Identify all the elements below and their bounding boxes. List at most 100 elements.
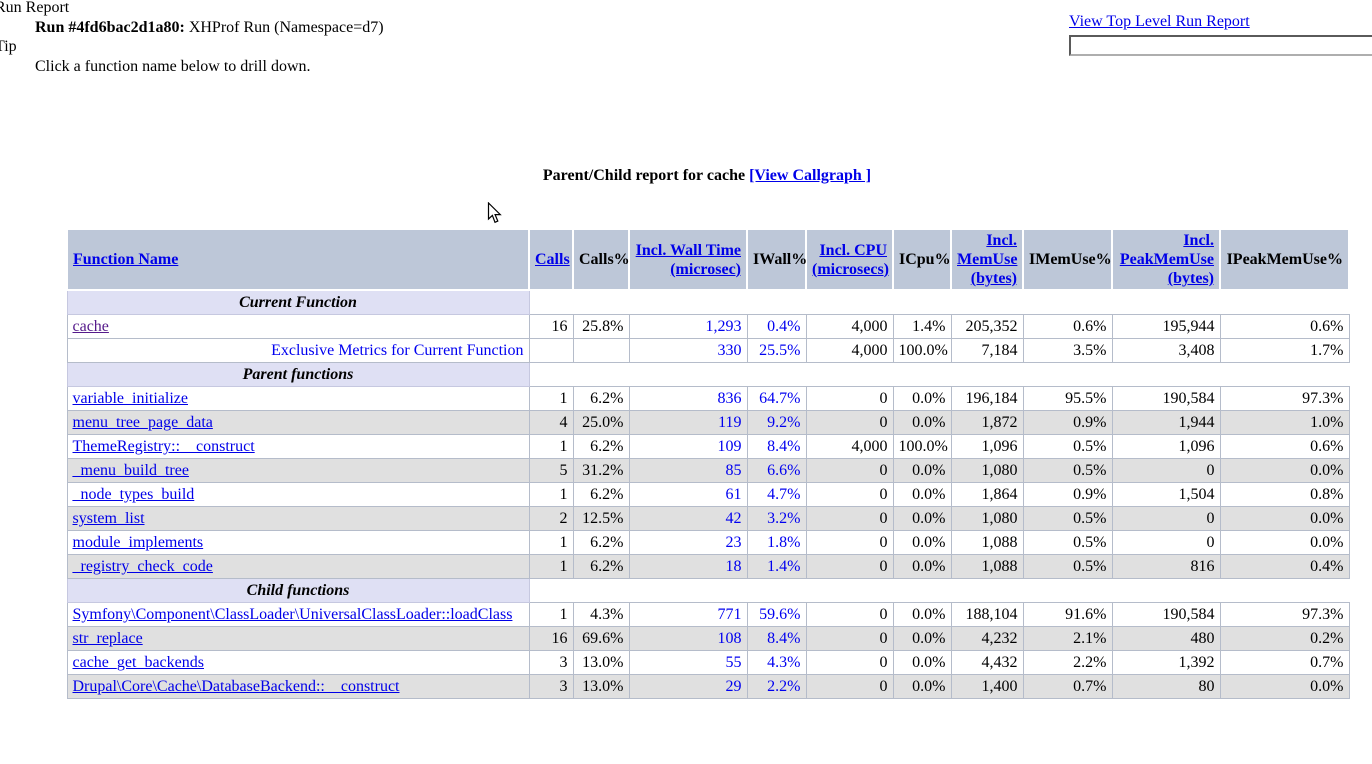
sort-link-incl-memuse-bytes[interactable]: Incl. MemUse (bytes) bbox=[957, 232, 1018, 287]
metric-cell: 16 bbox=[528, 314, 574, 339]
function-link[interactable]: menu_tree_page_data bbox=[72, 414, 213, 431]
metric-cell: 480 bbox=[1111, 626, 1221, 651]
metric-cell: 0.5% bbox=[1022, 530, 1113, 555]
metric-cell: 13.0% bbox=[572, 674, 630, 699]
metric-cell: 1 bbox=[528, 554, 574, 579]
metric-cell: 771 bbox=[628, 602, 748, 627]
view-top-level-run-report-link[interactable]: View Top Level Run Report bbox=[1069, 13, 1250, 30]
table-row: Exclusive Metrics for Current Function 33… bbox=[66, 338, 1350, 363]
metric-cell: 1.4% bbox=[892, 314, 952, 339]
function-link[interactable]: Symfony\Component\ClassLoader\UniversalC… bbox=[72, 606, 513, 623]
function-link[interactable]: _node_types_build bbox=[72, 486, 195, 503]
tip-label: Tip bbox=[0, 38, 17, 55]
report-title-text: Parent/Child report for cache bbox=[542, 167, 746, 184]
metric-cell: 1,080 bbox=[950, 458, 1024, 483]
function-name-cell: str_replace bbox=[66, 626, 530, 651]
metric-cell: 23 bbox=[628, 530, 748, 555]
function-name-cell: Symfony\Component\ClassLoader\UniversalC… bbox=[66, 602, 530, 627]
sort-link-incl-peakmemuse-bytes[interactable]: Incl. PeakMemUse (bytes) bbox=[1119, 232, 1214, 287]
metric-cell: 0.7% bbox=[1219, 650, 1350, 675]
metric-cell: 0.6% bbox=[1219, 314, 1350, 339]
section-header-parent-functions: Parent functions bbox=[66, 362, 530, 387]
metric-cell: 13.0% bbox=[572, 650, 630, 675]
metric-cell: 188,104 bbox=[950, 602, 1024, 627]
section-row: Parent functions bbox=[66, 362, 1349, 387]
metric-cell: 100.0% bbox=[892, 434, 952, 459]
metric-cell: 0 bbox=[805, 458, 894, 483]
metric-cell: 195,944 bbox=[1111, 314, 1221, 339]
function-link[interactable]: cache bbox=[72, 318, 109, 335]
metric-cell: 0 bbox=[805, 530, 894, 555]
metric-cell: 4 bbox=[528, 410, 574, 435]
metric-cell: 108 bbox=[628, 626, 748, 651]
metric-cell: 1.0% bbox=[1219, 410, 1350, 435]
table-row: cache 16 25.8% 1,293 0.4% 4,000 1.4% 205,352 0.6… bbox=[66, 314, 1350, 339]
metric-cell: 0 bbox=[1111, 530, 1221, 555]
metric-cell: 0.4% bbox=[1219, 554, 1350, 579]
table-row: system_list 2 12.5% 42 3.2% 0 0.0% 1,080 0.5% 0 0.… bbox=[66, 506, 1350, 531]
function-link[interactable]: _registry_check_code bbox=[72, 558, 213, 575]
function-link[interactable]: system_list bbox=[72, 510, 145, 527]
function-link[interactable]: ThemeRegistry::__construct bbox=[72, 438, 255, 455]
metric-cell: 1,293 bbox=[628, 314, 748, 339]
section-filler bbox=[529, 578, 1349, 603]
table-row: variable_initialize 1 6.2% 836 64.7% 0 0.0% 196… bbox=[66, 386, 1350, 411]
metric-cell: 16 bbox=[528, 626, 574, 651]
metric-cell: 4,432 bbox=[950, 650, 1024, 675]
function-link[interactable]: module_implements bbox=[72, 534, 204, 551]
function-search-input[interactable] bbox=[1069, 35, 1372, 56]
function-name-cell: ThemeRegistry::__construct bbox=[66, 434, 530, 459]
table-row: _registry_check_code 1 6.2% 18 1.4% 0 0.0% 1,08… bbox=[66, 554, 1350, 579]
metric-cell: 64.7% bbox=[746, 386, 807, 411]
metric-cell bbox=[528, 338, 574, 363]
function-link[interactable]: _menu_build_tree bbox=[72, 462, 189, 479]
run-report-label: Run Report bbox=[0, 0, 70, 16]
header-row: Function Name Calls Calls% Incl. Wall Time … bbox=[66, 228, 1350, 291]
metric-cell: 1 bbox=[528, 434, 574, 459]
metric-cell: 0.5% bbox=[1022, 554, 1113, 579]
metric-cell: 1 bbox=[528, 602, 574, 627]
metric-cell: 12.5% bbox=[572, 506, 630, 531]
sort-link-incl-cpu-microsecs[interactable]: Incl. CPU (microsecs) bbox=[812, 241, 889, 278]
function-link[interactable]: Drupal\Core\Cache\DatabaseBackend::__con… bbox=[72, 678, 400, 695]
function-name-cell: _registry_check_code bbox=[66, 554, 530, 579]
sort-link-incl-wall-time-microsec[interactable]: Incl. Wall Time (microsec) bbox=[635, 241, 741, 278]
table-row: module_implements 1 6.2% 23 1.8% 0 0.0% 1,088 0.… bbox=[66, 530, 1350, 555]
function-name-cell: system_list bbox=[66, 506, 530, 531]
function-link[interactable]: cache_get_backends bbox=[72, 654, 204, 671]
metric-cell: 0 bbox=[1111, 458, 1221, 483]
metric-cell: 6.2% bbox=[572, 482, 630, 507]
metric-cell: 205,352 bbox=[950, 314, 1024, 339]
metric-cell: 0.0% bbox=[892, 458, 952, 483]
metric-cell: 1,944 bbox=[1111, 410, 1221, 435]
metric-cell: 69.6% bbox=[572, 626, 630, 651]
metric-cell: 97.3% bbox=[1219, 386, 1350, 411]
metric-cell: 816 bbox=[1111, 554, 1221, 579]
metric-cell: 0.0% bbox=[892, 650, 952, 675]
metric-cell: 109 bbox=[628, 434, 748, 459]
section-header-current-function: Current Function bbox=[66, 289, 530, 315]
view-callgraph-link[interactable]: [View Callgraph ] bbox=[749, 167, 872, 184]
section-filler bbox=[529, 362, 1349, 387]
metric-cell: 1.8% bbox=[746, 530, 807, 555]
metric-cell: 25.5% bbox=[746, 338, 807, 363]
metric-cell: 0.0% bbox=[892, 602, 952, 627]
function-name-cell: Drupal\Core\Cache\DatabaseBackend::__con… bbox=[66, 674, 530, 699]
table-row: menu_tree_page_data 4 25.0% 119 9.2% 0 0.0% 1,8… bbox=[66, 410, 1350, 435]
metric-cell: 0.0% bbox=[1219, 458, 1350, 483]
function-link[interactable]: str_replace bbox=[72, 630, 143, 647]
metric-cell: 2.2% bbox=[746, 674, 807, 699]
metric-cell: 1 bbox=[528, 482, 574, 507]
metric-cell: 3 bbox=[528, 674, 574, 699]
sort-link-calls[interactable]: Calls bbox=[535, 251, 570, 268]
metric-cell: 190,584 bbox=[1111, 602, 1221, 627]
metric-cell: 0.0% bbox=[1219, 674, 1350, 699]
sort-link-function-name[interactable]: Function Name bbox=[73, 251, 179, 268]
function-link[interactable]: variable_initialize bbox=[72, 390, 189, 407]
exclusive-metrics-label: Exclusive Metrics for Current Function bbox=[66, 338, 530, 363]
metric-cell: 0.6% bbox=[1219, 434, 1350, 459]
metric-cell: 1,872 bbox=[950, 410, 1024, 435]
metric-cell: 0.0% bbox=[892, 482, 952, 507]
metric-cell: 8.4% bbox=[746, 626, 807, 651]
metric-cell: 1.4% bbox=[746, 554, 807, 579]
